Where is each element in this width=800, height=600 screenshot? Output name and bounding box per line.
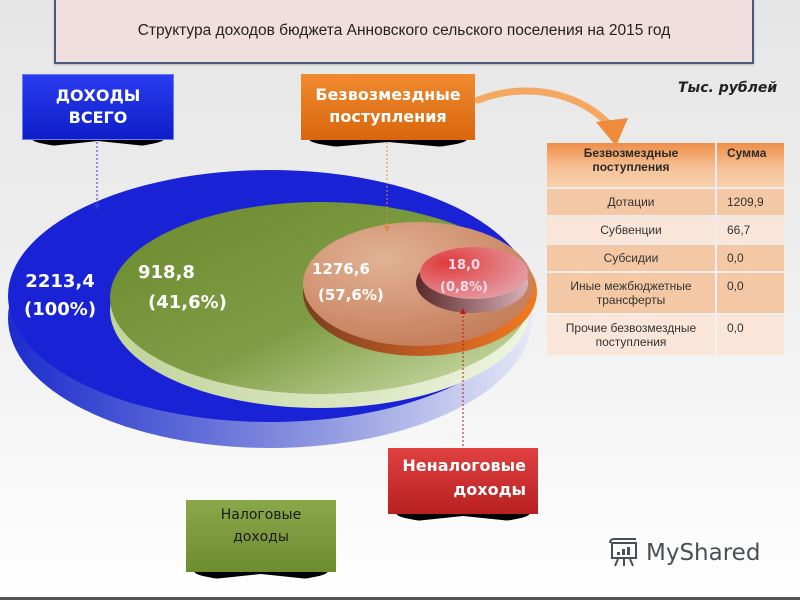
label-nontax: 18,0 (0,8%) xyxy=(440,255,488,299)
page-title: Структура доходов бюджета Анновского сел… xyxy=(137,22,671,39)
units-label: Тыс. рублей xyxy=(678,80,778,96)
nontax-ellipse xyxy=(420,247,528,299)
banner-nontax-line2: доходы xyxy=(453,480,526,499)
table-header-name: Безвозмездные поступления xyxy=(547,143,715,187)
banner-total-income: ДОХОДЫ ВСЕГО xyxy=(22,74,174,148)
table-row: Дотации 1209,9 xyxy=(547,189,784,215)
banner-total-line1: ДОХОДЫ xyxy=(55,86,141,105)
table-row: Прочие безвозмездные поступления 0,0 xyxy=(547,315,784,355)
watermark-text: MyShared xyxy=(646,540,761,566)
label-total-value: 2213,4 xyxy=(25,271,95,292)
table-cell-value: 0,0 xyxy=(717,273,784,313)
title-box: Структура доходов бюджета Анновского сел… xyxy=(54,0,754,64)
table-row: Субсидии 0,0 xyxy=(547,245,784,271)
banner-nontax-line1: Неналоговые xyxy=(402,456,526,475)
banner-total-line2: ВСЕГО xyxy=(68,108,128,127)
banner-tax-line1: Налоговые xyxy=(220,507,302,523)
table-cell-value: 0,0 xyxy=(717,245,784,271)
label-nontax-percent: (0,8%) xyxy=(440,280,488,295)
table-cell-name: Дотации xyxy=(547,189,715,215)
banner-free-line1: Безвозмездные xyxy=(315,85,461,104)
label-free-percent: (57,6%) xyxy=(318,286,384,304)
table-cell-name: Иные межбюджетные трансферты xyxy=(547,273,715,313)
label-total-percent: (100%) xyxy=(24,299,97,320)
banner-nontax-income: Неналоговые доходы xyxy=(388,448,538,523)
banner-free-line2: поступления xyxy=(329,107,447,126)
table-row: Субвенции 66,7 xyxy=(547,217,784,243)
label-free-value: 1276,6 xyxy=(312,260,370,278)
curved-arrow-icon xyxy=(474,87,616,132)
presentation-board-icon xyxy=(609,538,637,567)
curved-arrow-head-icon xyxy=(596,118,628,146)
table-cell-value: 0,0 xyxy=(717,315,784,355)
bottom-bar xyxy=(0,597,800,600)
table-row: Иные межбюджетные трансферты 0,0 xyxy=(547,273,784,313)
banner-free-receipts: Безвозмездные поступления xyxy=(301,74,475,149)
label-total: 2213,4 (100%) xyxy=(24,268,96,324)
arrow-free-icon xyxy=(384,226,390,232)
arrow-total-icon xyxy=(94,204,100,210)
banner-tax-income: Налоговые доходы xyxy=(186,500,336,581)
table-cell-name: Субвенции xyxy=(547,217,715,243)
myshared-logo[interactable]: MyShared xyxy=(608,538,760,568)
table-cell-name: Прочие безвозмездные поступления xyxy=(547,315,715,355)
table-cell-value: 1209,9 xyxy=(717,189,784,215)
table-header-row: Безвозмездные поступления Сумма xyxy=(547,143,784,187)
table-cell-name: Субсидии xyxy=(547,245,715,271)
free-receipts-table: Безвозмездные поступления Сумма Дотации … xyxy=(545,141,786,357)
table-cell-value: 66,7 xyxy=(717,217,784,243)
label-free: 1276,6 (57,6%) xyxy=(312,256,384,308)
label-tax: 918,8 (41,6%) xyxy=(138,258,227,318)
arrow-nontax-icon xyxy=(460,308,466,314)
label-tax-value: 918,8 xyxy=(138,262,195,283)
label-tax-percent: (41,6%) xyxy=(148,292,227,313)
table-header-sum: Сумма xyxy=(717,143,784,187)
label-nontax-value: 18,0 xyxy=(447,258,480,273)
banner-tax-line2: доходы xyxy=(233,529,289,545)
